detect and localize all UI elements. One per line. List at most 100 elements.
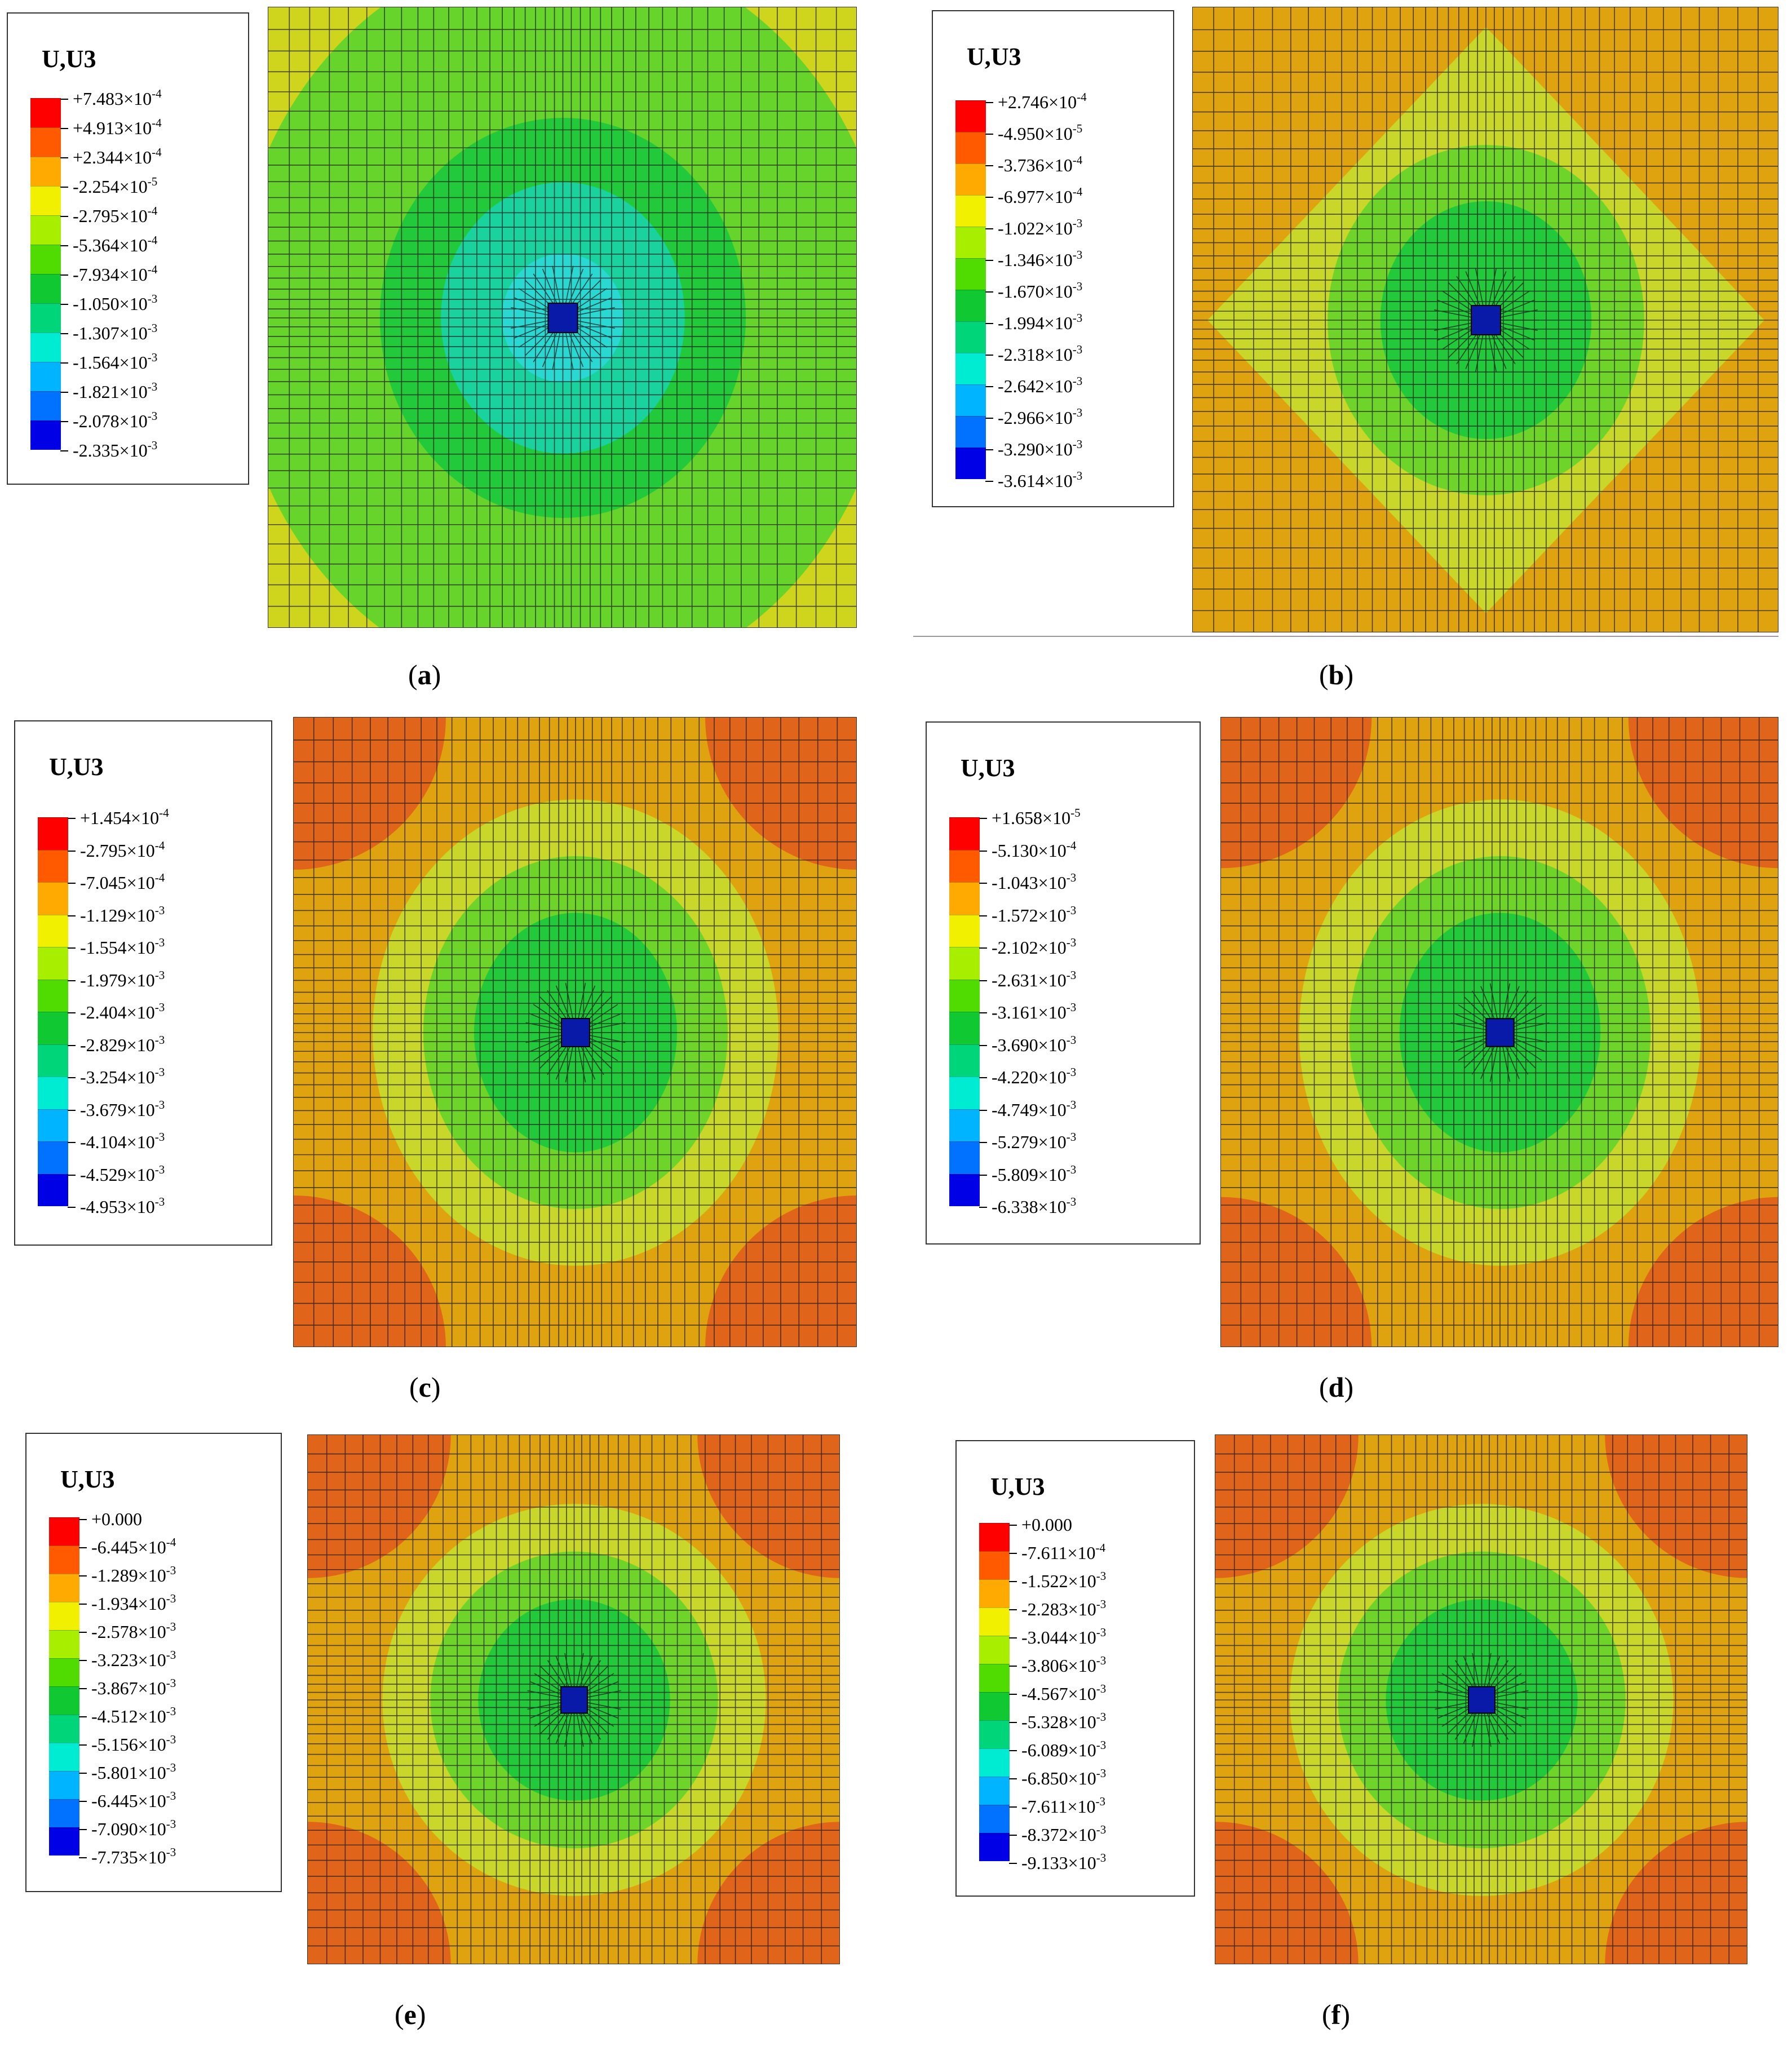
mesh-line	[1488, 331, 1497, 372]
mesh-line	[1475, 268, 1484, 309]
legend-label: -7.611×10-4	[1009, 1542, 1105, 1562]
mesh-line	[1458, 1004, 1491, 1027]
mesh-grid	[268, 7, 856, 627]
legend-label: -3.614×10-3	[985, 470, 1082, 490]
color-swatch	[979, 1664, 1010, 1692]
legend-label: -5.801×10-3	[79, 1762, 176, 1782]
mesh-line	[534, 1705, 566, 1727]
mesh-line	[576, 1710, 584, 1747]
legend-label: -7.934×10-4	[60, 264, 157, 284]
color-swatch	[979, 1607, 1010, 1636]
legend-label: -7.735×10-3	[79, 1846, 176, 1866]
mesh-line	[1472, 1653, 1480, 1690]
color-swatch	[949, 1012, 980, 1044]
contour-svg	[268, 7, 856, 627]
mesh-line	[572, 288, 608, 312]
mesh-line	[579, 1660, 601, 1691]
mesh-line	[574, 307, 615, 316]
mesh-line	[1502, 983, 1511, 1022]
color-swatch	[949, 1109, 980, 1141]
mesh-line	[534, 1673, 566, 1695]
color-swatch	[955, 258, 986, 290]
mesh-line	[1437, 1703, 1472, 1719]
color-swatch	[979, 1833, 1010, 1861]
color-swatch	[49, 1658, 79, 1686]
color-swatch	[979, 1579, 1010, 1607]
legend-label: -1.572×10-3	[979, 904, 1076, 924]
legend-label: -2.795×10-4	[68, 839, 165, 860]
corner-region	[308, 1435, 451, 1578]
mesh-line	[518, 288, 554, 312]
contour-svg	[294, 718, 856, 1347]
caption: (d)	[1319, 1371, 1354, 1403]
legend-label: -3.736×10-4	[985, 154, 1082, 174]
corner-region	[1221, 1197, 1372, 1347]
color-swatch	[49, 1630, 79, 1658]
mesh-line	[586, 1034, 626, 1043]
mesh-grid	[1193, 7, 1778, 632]
mesh-line	[1485, 1655, 1501, 1690]
legend-label: -1.994×10-3	[985, 312, 1082, 332]
mesh-line	[1511, 1034, 1550, 1043]
color-swatch	[949, 1077, 980, 1109]
legend-label: -1.554×10-3	[68, 937, 165, 956]
color-swatch	[949, 817, 980, 850]
color-swatch	[49, 1574, 79, 1602]
mesh-line	[583, 1681, 618, 1697]
mesh-line	[1450, 1022, 1489, 1031]
color-swatch	[49, 1799, 79, 1827]
mesh-line	[1488, 268, 1497, 309]
legend-title: U,U3	[60, 1465, 115, 1493]
mesh-line	[1441, 290, 1477, 315]
mesh-line	[1471, 990, 1494, 1024]
color-swatch	[49, 1827, 79, 1855]
caption: (a)	[408, 659, 441, 690]
mesh-line	[542, 329, 559, 367]
mesh-line	[1437, 324, 1476, 341]
mesh-line	[1434, 309, 1475, 318]
mesh-line	[1454, 1708, 1476, 1740]
legend-label: -3.690×10-3	[979, 1034, 1076, 1054]
legend-label: -4.512×10-3	[79, 1706, 176, 1725]
mesh-line	[525, 1022, 565, 1031]
mesh-line	[579, 985, 596, 1022]
mesh-line	[582, 1673, 614, 1695]
legend-label: -5.328×10-3	[1009, 1711, 1106, 1731]
mesh-line	[533, 327, 557, 362]
legend-label: -2.829×10-3	[68, 1034, 165, 1054]
legend-label: -1.043×10-3	[979, 872, 1076, 892]
mesh-line	[1491, 1703, 1526, 1719]
mesh-line	[1492, 276, 1516, 311]
legend-label: -3.867×10-3	[79, 1677, 176, 1697]
legend-title: U,U3	[42, 45, 96, 73]
legend-label: +1.658×10-5	[979, 807, 1081, 827]
pile-center	[560, 1686, 588, 1714]
legend-label: -3.806×10-3	[1009, 1655, 1106, 1675]
color-swatch	[38, 947, 68, 980]
contour-svg	[1193, 7, 1778, 632]
pile-center	[1468, 1686, 1495, 1714]
mesh-line	[1487, 1660, 1509, 1691]
legend-label: -2.335×10-3	[60, 440, 157, 459]
legend-label: -1.022×10-3	[985, 218, 1082, 237]
mesh-line	[1503, 1042, 1520, 1079]
legend-label: -2.642×10-3	[985, 375, 1082, 395]
color-swatch	[30, 215, 61, 245]
legend-label: -1.564×10-3	[60, 352, 157, 371]
legend: U,U3 +0.000 -6.445×10-4 -1.289×10-3 -1.934×…	[25, 1433, 282, 1892]
legend-label: -1.346×10-3	[985, 249, 1082, 269]
mesh-line	[565, 982, 574, 1022]
mesh-line	[1495, 290, 1530, 315]
mesh-line	[573, 322, 612, 339]
legend-title: U,U3	[990, 1473, 1045, 1500]
mesh-line	[1511, 1022, 1550, 1031]
mesh-line	[518, 324, 554, 348]
color-swatch	[30, 98, 61, 127]
mesh-line	[569, 327, 593, 362]
mesh-line	[1491, 1681, 1526, 1697]
legend-label: -2.578×10-3	[79, 1621, 176, 1641]
legend-label: +2.344×10-4	[60, 147, 162, 166]
color-swatch	[38, 1044, 68, 1077]
mesh-line	[1510, 1013, 1547, 1029]
legend-label: -3.290×10-3	[985, 439, 1082, 458]
